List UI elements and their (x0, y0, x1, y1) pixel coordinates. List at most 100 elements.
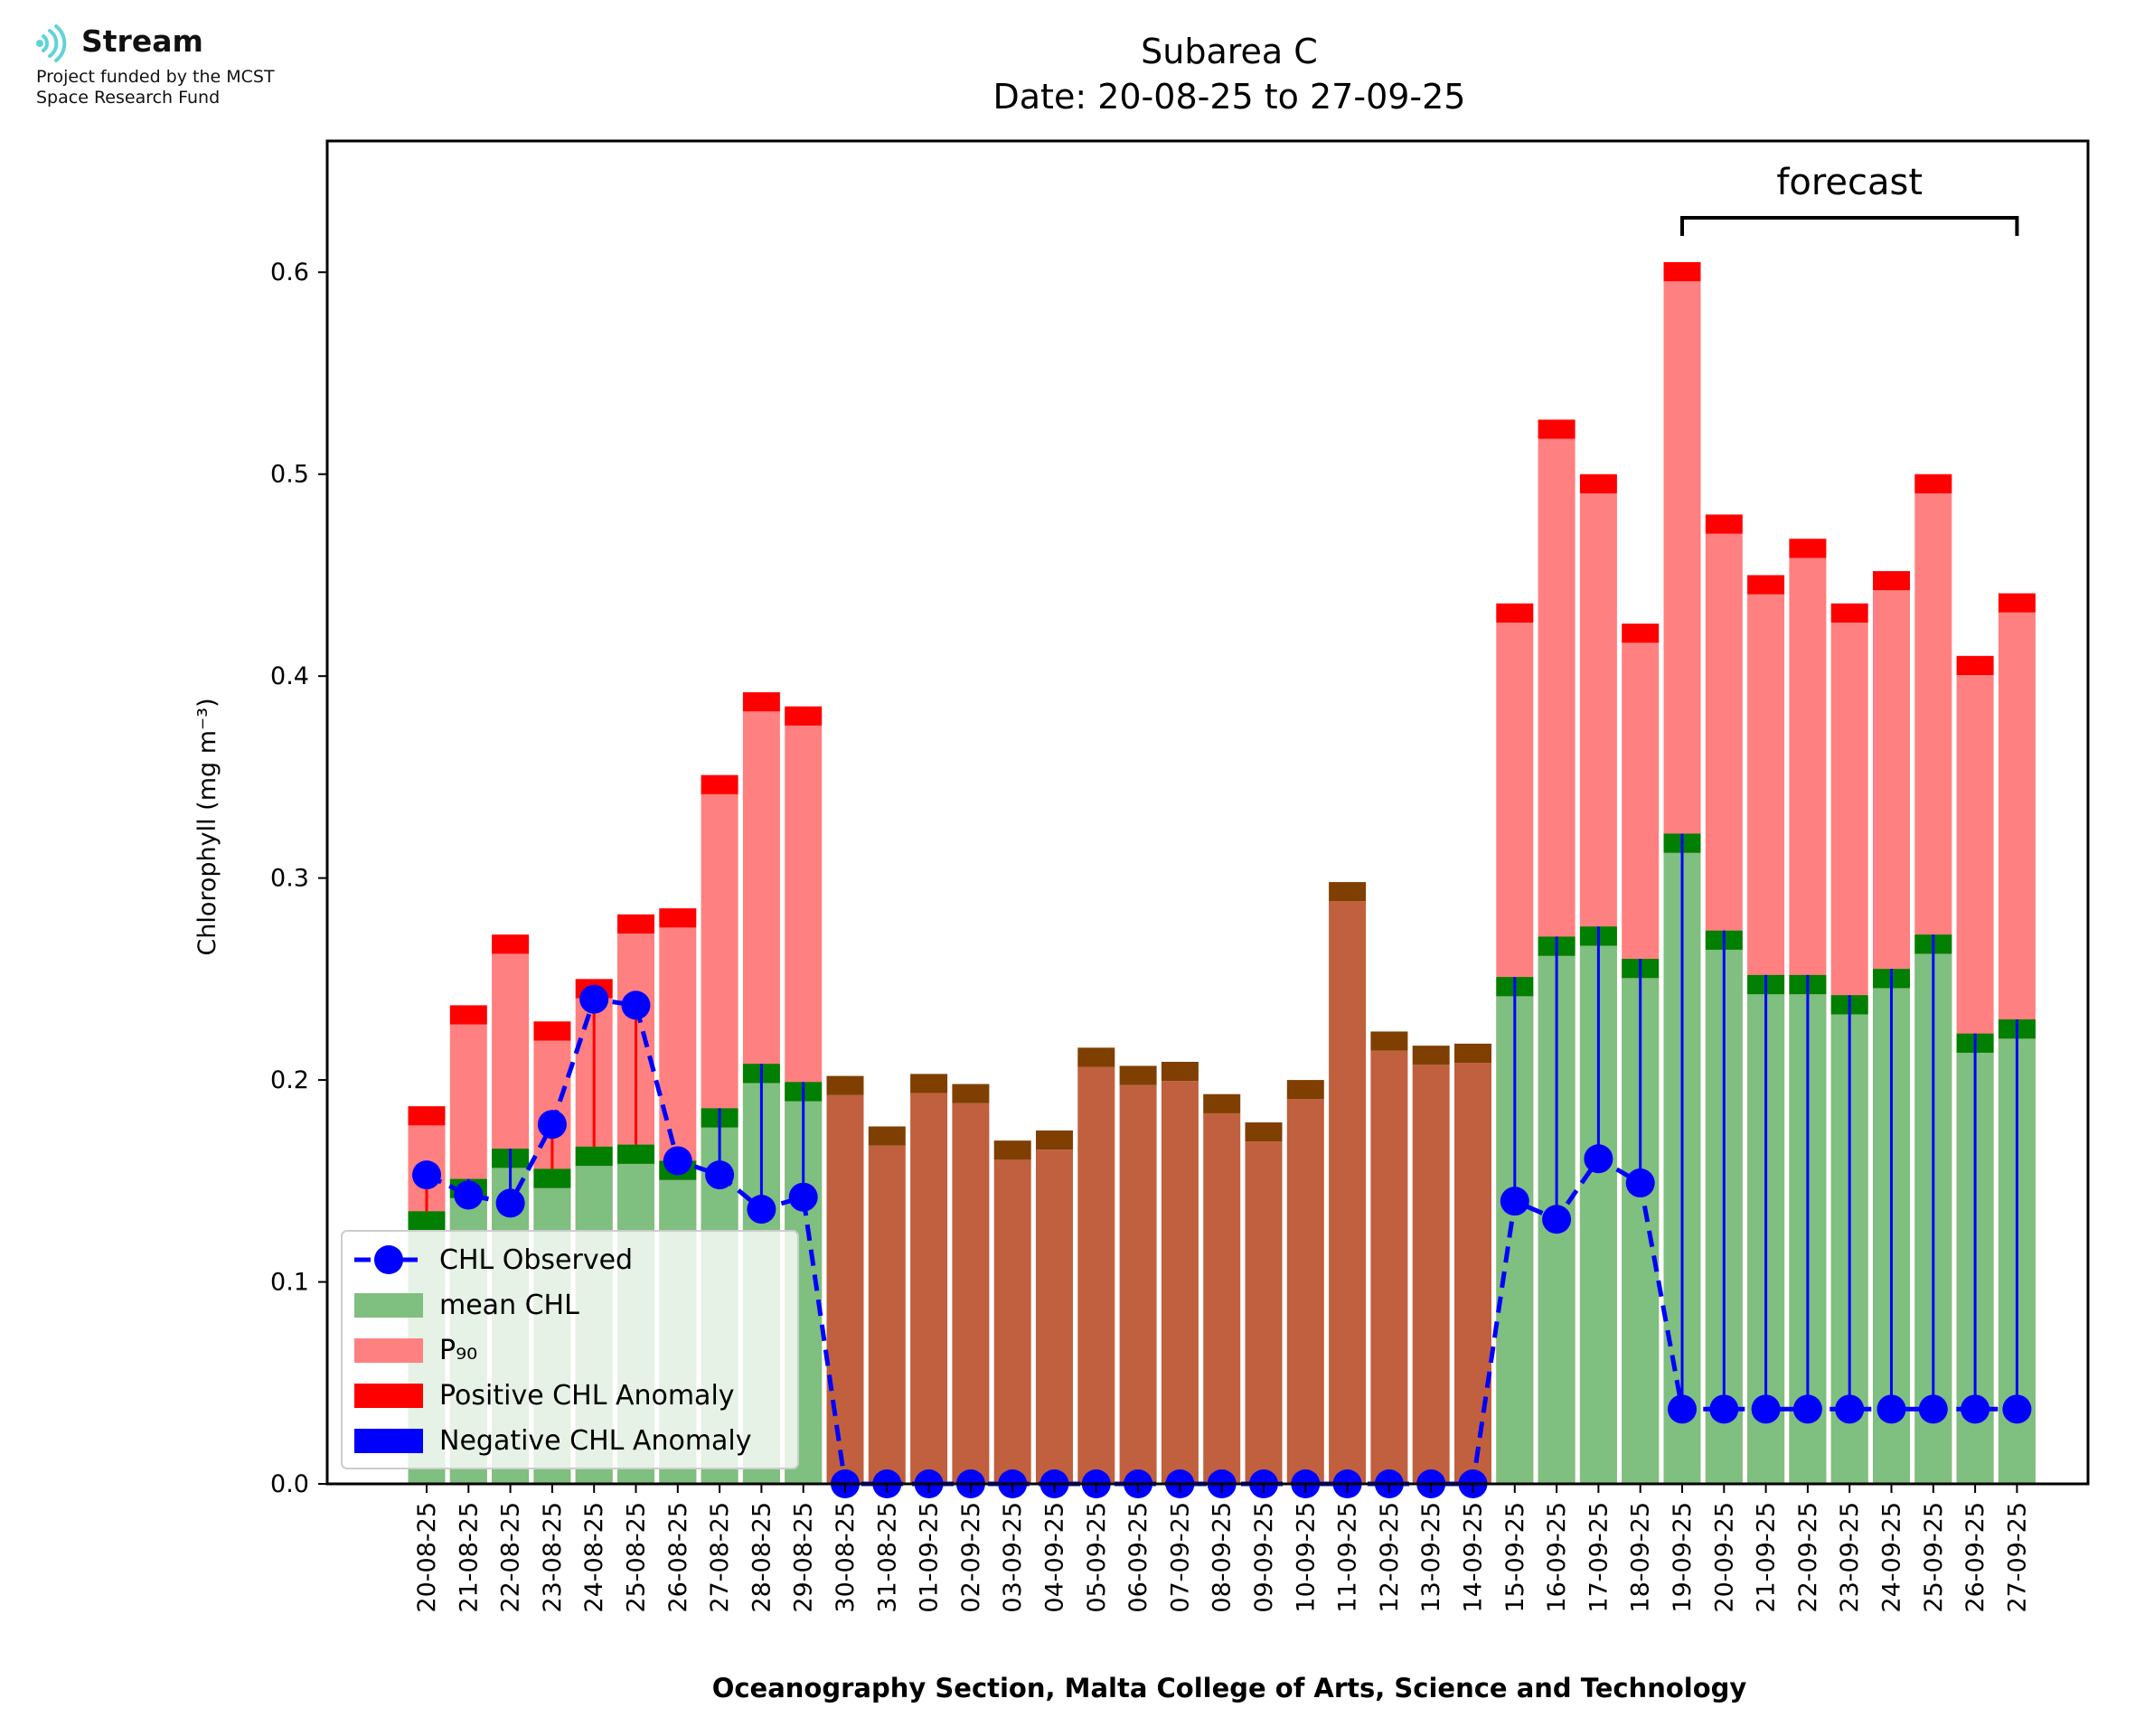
observed-marker (1542, 1205, 1572, 1234)
p90-cap (1705, 514, 1743, 534)
x-tick-label: 28-08-25 (748, 1502, 776, 1613)
x-tick-label: 09-09-25 (1250, 1502, 1278, 1613)
mean-cap (1077, 1047, 1115, 1067)
mean-cap (1329, 882, 1367, 902)
p90-cap (1579, 474, 1617, 493)
mean-bar (910, 1093, 948, 1484)
mean-bar (1329, 901, 1367, 1484)
mean-cap (1203, 1093, 1241, 1113)
mean-bar (868, 1145, 906, 1484)
mean-cap (408, 1211, 446, 1231)
x-tick-label: 31-08-25 (873, 1502, 901, 1613)
mean-cap (1119, 1065, 1157, 1085)
x-tick-label: 15-09-25 (1501, 1502, 1529, 1613)
mean-cap (993, 1140, 1031, 1160)
x-tick-label: 27-08-25 (706, 1502, 734, 1613)
mean-cap (1370, 1031, 1408, 1051)
mean-bar (1286, 1099, 1324, 1484)
legend-box (341, 1230, 799, 1469)
observed-marker (579, 984, 609, 1014)
legend-label: mean CHL (439, 1290, 579, 1321)
legend-patch-swatch (354, 1338, 423, 1363)
p90-cap (1538, 419, 1576, 439)
p90-cap (1830, 603, 1868, 623)
p90-cap (533, 1021, 571, 1041)
p90-cap (1622, 624, 1660, 643)
p90-cap (1747, 575, 1785, 595)
p90-cap (449, 1005, 487, 1025)
x-tick-label: 02-09-25 (957, 1502, 985, 1613)
mean-cap (1454, 1043, 1491, 1064)
mean-bar (1119, 1084, 1157, 1484)
observed-marker (495, 1188, 525, 1218)
mean-cap (1412, 1046, 1450, 1065)
x-tick-label: 10-09-25 (1292, 1502, 1320, 1613)
x-tick-label: 16-09-25 (1543, 1502, 1571, 1613)
y-tick-label: 0.5 (270, 461, 309, 489)
x-tick-label: 23-08-25 (539, 1502, 567, 1613)
mean-cap (617, 1144, 654, 1164)
x-tick-label: 08-09-25 (1209, 1502, 1237, 1613)
mean-bar (1412, 1065, 1450, 1484)
observed-marker (1877, 1394, 1906, 1424)
y-tick-label: 0.4 (270, 662, 309, 690)
mean-cap (1286, 1080, 1324, 1100)
y-tick-label: 0.1 (270, 1269, 309, 1297)
x-tick-label: 18-09-25 (1627, 1502, 1655, 1613)
chart-subtitle: Date: 20-08-25 to 27-09-25 (993, 77, 1466, 117)
observed-marker (412, 1160, 441, 1190)
x-tick-label: 26-08-25 (664, 1502, 692, 1613)
legend-patch-swatch (354, 1293, 423, 1318)
x-tick-label: 27-09-25 (2003, 1502, 2031, 1613)
legend-label: P₉₀ (439, 1335, 477, 1366)
observed-marker (621, 990, 651, 1020)
x-tick-label: 21-09-25 (1753, 1502, 1781, 1613)
observed-marker (1584, 1144, 1613, 1174)
mean-cap (952, 1084, 990, 1103)
p90-cap (1789, 539, 1827, 558)
p90-cap (1663, 262, 1701, 282)
x-tick-label: 20-09-25 (1710, 1502, 1738, 1613)
mean-cap (1161, 1061, 1199, 1082)
y-tick-label: 0.6 (270, 258, 309, 286)
x-tick-label: 11-09-25 (1334, 1502, 1362, 1613)
mean-cap (1036, 1130, 1073, 1150)
mean-cap (575, 1146, 613, 1167)
mean-bar (1245, 1141, 1283, 1484)
x-tick-label: 22-09-25 (1794, 1502, 1822, 1613)
observed-marker (788, 1182, 818, 1212)
x-tick-label: 03-09-25 (999, 1502, 1027, 1613)
observed-marker (1961, 1394, 1990, 1424)
y-tick-label: 0.2 (270, 1066, 309, 1094)
x-tick-label: 21-08-25 (455, 1502, 483, 1613)
logo-funding-line-2: Space Research Fund (36, 88, 221, 108)
mean-bar (826, 1094, 864, 1484)
x-tick-label: 19-09-25 (1669, 1502, 1697, 1613)
legend-label: CHL Observed (439, 1244, 633, 1276)
y-axis-label: Chlorophyll (mg m⁻³) (193, 698, 221, 955)
x-tick-label: 04-09-25 (1041, 1502, 1069, 1613)
x-tick-label: 22-08-25 (497, 1502, 525, 1613)
p90-cap (701, 774, 738, 794)
x-tick-label: 23-09-25 (1836, 1502, 1864, 1613)
x-tick-label: 25-08-25 (623, 1502, 651, 1613)
observed-marker (1668, 1394, 1697, 1424)
x-tick-label: 07-09-25 (1166, 1502, 1194, 1613)
mean-cap (1245, 1122, 1283, 1142)
p90-cap (785, 706, 823, 726)
x-axis-label: Oceanography Section, Malta College of A… (712, 1673, 1747, 1703)
x-tick-label: 30-08-25 (832, 1502, 860, 1613)
p90-cap (492, 934, 530, 954)
chart-title: Subarea C (1141, 32, 1318, 71)
p90-cap (1914, 474, 1952, 493)
observed-marker (1918, 1394, 1948, 1424)
p90-cap (1496, 603, 1534, 623)
legend-marker-swatch (374, 1245, 403, 1274)
y-tick-label: 0.3 (270, 865, 309, 893)
legend-patch-swatch (354, 1429, 423, 1453)
observed-marker (1709, 1394, 1739, 1424)
x-tick-label: 05-09-25 (1083, 1502, 1111, 1613)
observed-marker (454, 1180, 484, 1210)
x-tick-label: 17-09-25 (1585, 1502, 1613, 1613)
